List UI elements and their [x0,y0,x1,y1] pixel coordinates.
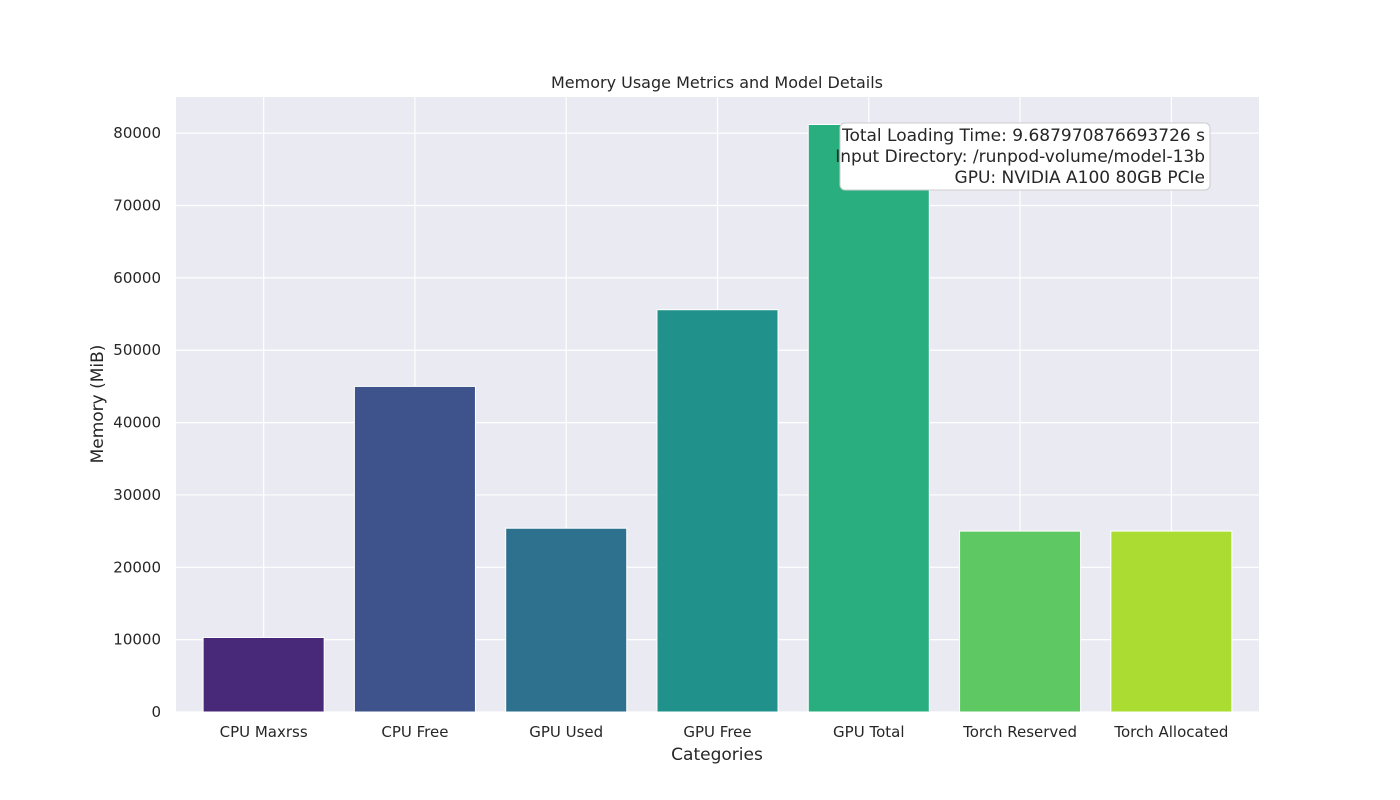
bar-torch-allocated [1110,530,1233,713]
bar-gpu-used [505,527,628,713]
y-axis-title: Memory (MiB) [88,345,108,464]
x-tick-labels: CPU Maxrss CPU Free GPU Used GPU Free GPU To… [220,723,1229,741]
bar-cpu-free [353,385,476,713]
model-details-annotation: Total Loading Time: 9.687970876693726 s … [835,122,1211,191]
chart-title: Memory Usage Metrics and Model Details [551,73,883,92]
y-tick-labels: 0 10000 20000 30000 40000 50000 60000 70000 8000… [113,124,161,721]
y-tick-label: 0 [151,703,161,721]
x-tick-label: Torch Allocated [1113,723,1228,741]
annotation-line-gpu: GPU: NVIDIA A100 80GB PCIe [955,168,1205,188]
x-tick-label: CPU Maxrss [220,723,308,741]
y-tick-label: 80000 [113,124,161,142]
y-tick-label: 40000 [113,414,161,432]
annotation-box [839,122,1211,191]
y-tick-label: 10000 [113,631,161,649]
x-tick-label: GPU Used [529,723,603,741]
bar-cpu-maxrss [202,636,325,713]
x-axis-title: Categories [671,745,763,765]
annotation-line-loading-time: Total Loading Time: 9.687970876693726 s [841,126,1205,146]
y-tick-label: 70000 [113,197,161,215]
x-tick-label: GPU Free [683,723,751,741]
x-tick-label: GPU Total [833,723,904,741]
y-tick-label: 50000 [113,341,161,359]
y-tick-label: 60000 [113,269,161,287]
y-tick-label: 20000 [113,558,161,576]
annotation-line-input-directory: Input Directory: /runpod-volume/model-13… [835,147,1205,167]
y-tick-label: 30000 [113,486,161,504]
x-tick-label: CPU Free [381,723,448,741]
bars [202,123,1233,713]
bar-gpu-total [807,123,930,713]
bar-torch-reserved [959,530,1082,713]
bar-gpu-free [656,309,779,713]
x-tick-label: Torch Reserved [962,723,1077,741]
